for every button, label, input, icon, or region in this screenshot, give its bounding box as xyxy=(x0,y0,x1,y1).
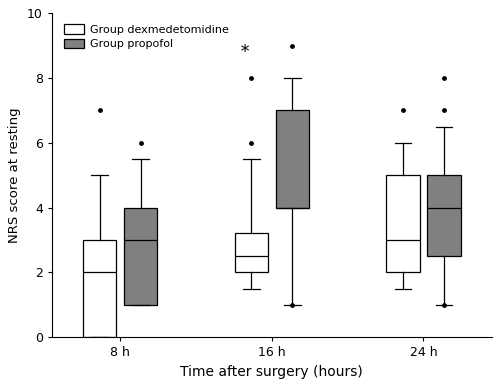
Legend: Group dexmedetomidine, Group propofol: Group dexmedetomidine, Group propofol xyxy=(62,22,230,51)
Text: *: * xyxy=(240,44,248,61)
PathPatch shape xyxy=(386,175,420,272)
PathPatch shape xyxy=(427,175,460,256)
PathPatch shape xyxy=(276,110,309,207)
Y-axis label: NRS score at resting: NRS score at resting xyxy=(8,108,22,243)
PathPatch shape xyxy=(124,207,157,305)
X-axis label: Time after surgery (hours): Time after surgery (hours) xyxy=(180,365,363,378)
PathPatch shape xyxy=(234,233,268,272)
PathPatch shape xyxy=(83,240,116,337)
